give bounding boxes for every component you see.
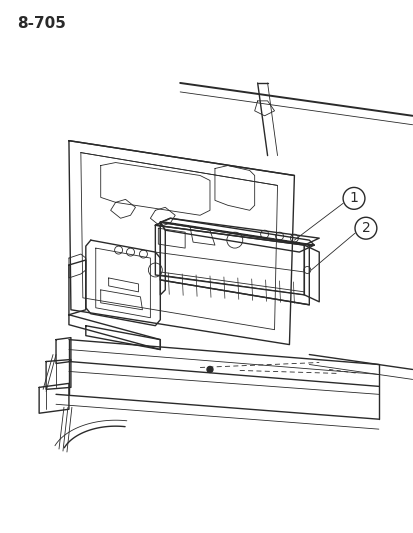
Text: 8-705: 8-705 (17, 16, 66, 31)
Circle shape (206, 367, 212, 373)
Text: 1: 1 (349, 191, 358, 205)
Text: 2: 2 (361, 221, 369, 235)
